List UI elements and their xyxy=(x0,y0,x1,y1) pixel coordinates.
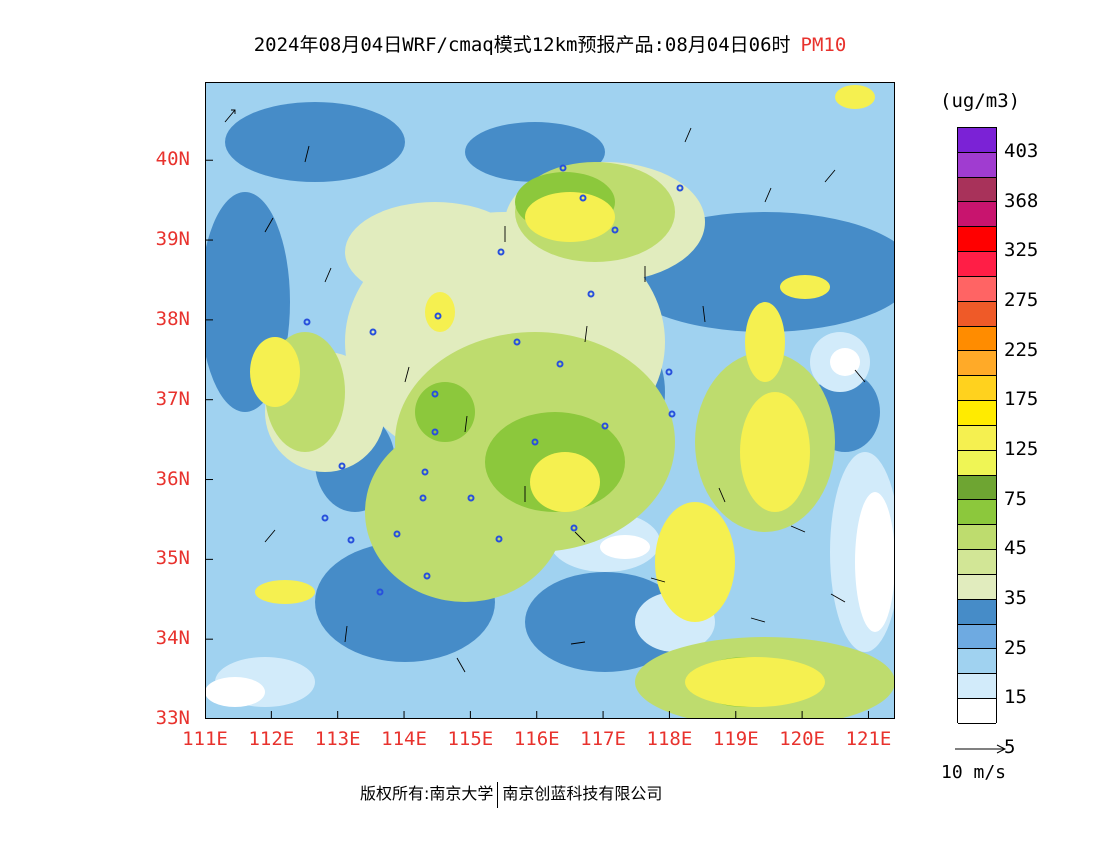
footer-separator xyxy=(497,781,499,808)
color-scale-cell xyxy=(958,276,996,302)
lat-label: 37N xyxy=(155,387,190,410)
wind-reference-arrow xyxy=(955,740,1009,759)
color-scale-cell xyxy=(958,351,996,377)
company-text: 南京创蓝科技有限公司 xyxy=(502,784,663,803)
concentration-fields xyxy=(205,85,895,719)
copyright-footer: 版权所有:南京大学 南京创蓝科技有限公司 xyxy=(360,780,662,808)
map-frame xyxy=(205,82,895,719)
arrow-right-icon xyxy=(955,744,1007,754)
lon-label: 117E xyxy=(580,728,626,750)
color-scale-label: 75 xyxy=(1004,487,1027,510)
color-scale-cell xyxy=(958,475,996,501)
color-scale-cell xyxy=(958,376,996,402)
lon-label: 121E xyxy=(845,728,892,750)
lat-label: 33N xyxy=(155,707,190,729)
color-scale-label: 35 xyxy=(1004,586,1027,609)
color-scale-cell xyxy=(958,525,996,551)
color-scale-cell xyxy=(958,227,996,253)
color-scale-label: 225 xyxy=(1004,338,1039,361)
color-scale-cell xyxy=(958,550,996,575)
lat-label: 35N xyxy=(155,547,190,570)
axis-ticks xyxy=(205,159,869,719)
lon-label: 116E xyxy=(513,728,560,750)
color-scale-label: 125 xyxy=(1004,437,1039,460)
yellow-areas xyxy=(250,85,875,707)
wind-arrows xyxy=(224,109,866,673)
color-scale-cell xyxy=(958,674,996,700)
lat-label: 38N xyxy=(155,307,190,330)
color-scale-cell xyxy=(958,326,996,352)
title-text: 2024年08月04日WRF/cmaq模式12km预报产品:08月04日06时 xyxy=(253,34,791,56)
color-scale-label: 175 xyxy=(1004,388,1039,411)
color-scale-cell xyxy=(958,599,996,625)
color-scale-cell xyxy=(958,450,996,476)
lon-label: 112E xyxy=(248,728,295,750)
color-scale-cell xyxy=(958,202,996,228)
wind-reference-label: 10 m/s xyxy=(941,762,1007,783)
map-title: 2024年08月04日WRF/cmaq模式12km预报产品:08月04日06时 P… xyxy=(0,30,1100,57)
color-scale-cell xyxy=(958,624,996,650)
color-scale-bar xyxy=(957,127,997,724)
color-scale-cell xyxy=(958,425,996,451)
color-scale-cell xyxy=(958,301,996,327)
pm10-concentration-map xyxy=(205,82,895,719)
color-scale-label: 5 xyxy=(1004,735,1016,758)
copyright-text: 版权所有:南京大学 xyxy=(360,784,494,803)
color-scale-label: 325 xyxy=(1004,239,1039,262)
lon-label: 118E xyxy=(646,728,693,750)
lat-label: 40N xyxy=(155,148,190,171)
color-scale-cell xyxy=(958,252,996,277)
color-scale-label: 45 xyxy=(1004,537,1027,560)
color-scale-cell xyxy=(958,649,996,675)
color-scale-cell xyxy=(958,177,996,203)
lon-label: 113E xyxy=(314,728,361,750)
color-scale-label: 368 xyxy=(1004,189,1039,212)
color-scale-label: 25 xyxy=(1004,636,1027,659)
lon-label: 111E xyxy=(182,728,228,750)
city-markers xyxy=(303,164,684,596)
color-scale-cell xyxy=(958,699,996,724)
color-scale-label: 15 xyxy=(1004,686,1027,709)
color-scale-cell xyxy=(958,500,996,526)
color-scale-label: 403 xyxy=(1004,139,1039,162)
lat-label: 39N xyxy=(155,228,190,251)
white-areas xyxy=(205,348,895,707)
lon-label: 115E xyxy=(447,728,494,750)
color-scale-cell xyxy=(958,152,996,178)
color-scale-cell xyxy=(958,574,996,600)
color-scale-label: 275 xyxy=(1004,288,1039,311)
lon-label: 114E xyxy=(381,728,427,750)
color-scale-cell xyxy=(958,128,996,153)
pollutant-label: PM10 xyxy=(800,34,847,56)
forecast-map[interactable] xyxy=(205,82,895,719)
lon-label: 120E xyxy=(779,728,825,750)
lat-label: 34N xyxy=(155,627,190,650)
lat-label: 36N xyxy=(155,467,190,490)
legend-unit: (ug/m3) xyxy=(940,90,1021,112)
lon-label: 119E xyxy=(712,728,759,750)
color-scale-cell xyxy=(958,401,996,426)
